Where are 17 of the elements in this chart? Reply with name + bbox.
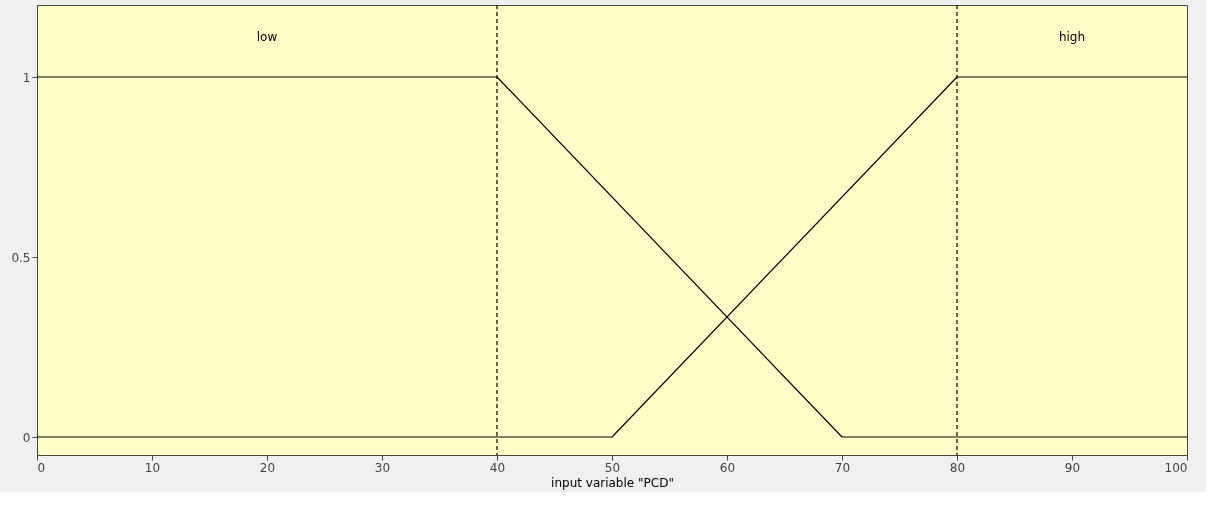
y-tick-label: 0 [22,430,31,445]
x-tick-label: 30 [374,460,391,475]
x-tick-label: 100 [1164,460,1188,475]
x-tick-label: 40 [489,460,506,475]
x-tick-label: 0 [37,460,46,475]
x-tick-label: 20 [259,460,276,475]
text: low [256,30,278,45]
text: high [1058,30,1086,45]
x-tick-label: 70 [834,460,851,475]
x-tick-label: 90 [1064,460,1081,475]
y-tick-label: 1 [22,70,31,85]
x-tick-label: 10 [144,460,161,475]
x-tick-label: 50 [604,460,621,475]
x-axis-title: input variable "PCD" [551,475,674,490]
y-tick-label: 0.5 [11,250,31,265]
x-tick-label: 80 [949,460,966,475]
x-tick-label: 60 [719,460,736,475]
